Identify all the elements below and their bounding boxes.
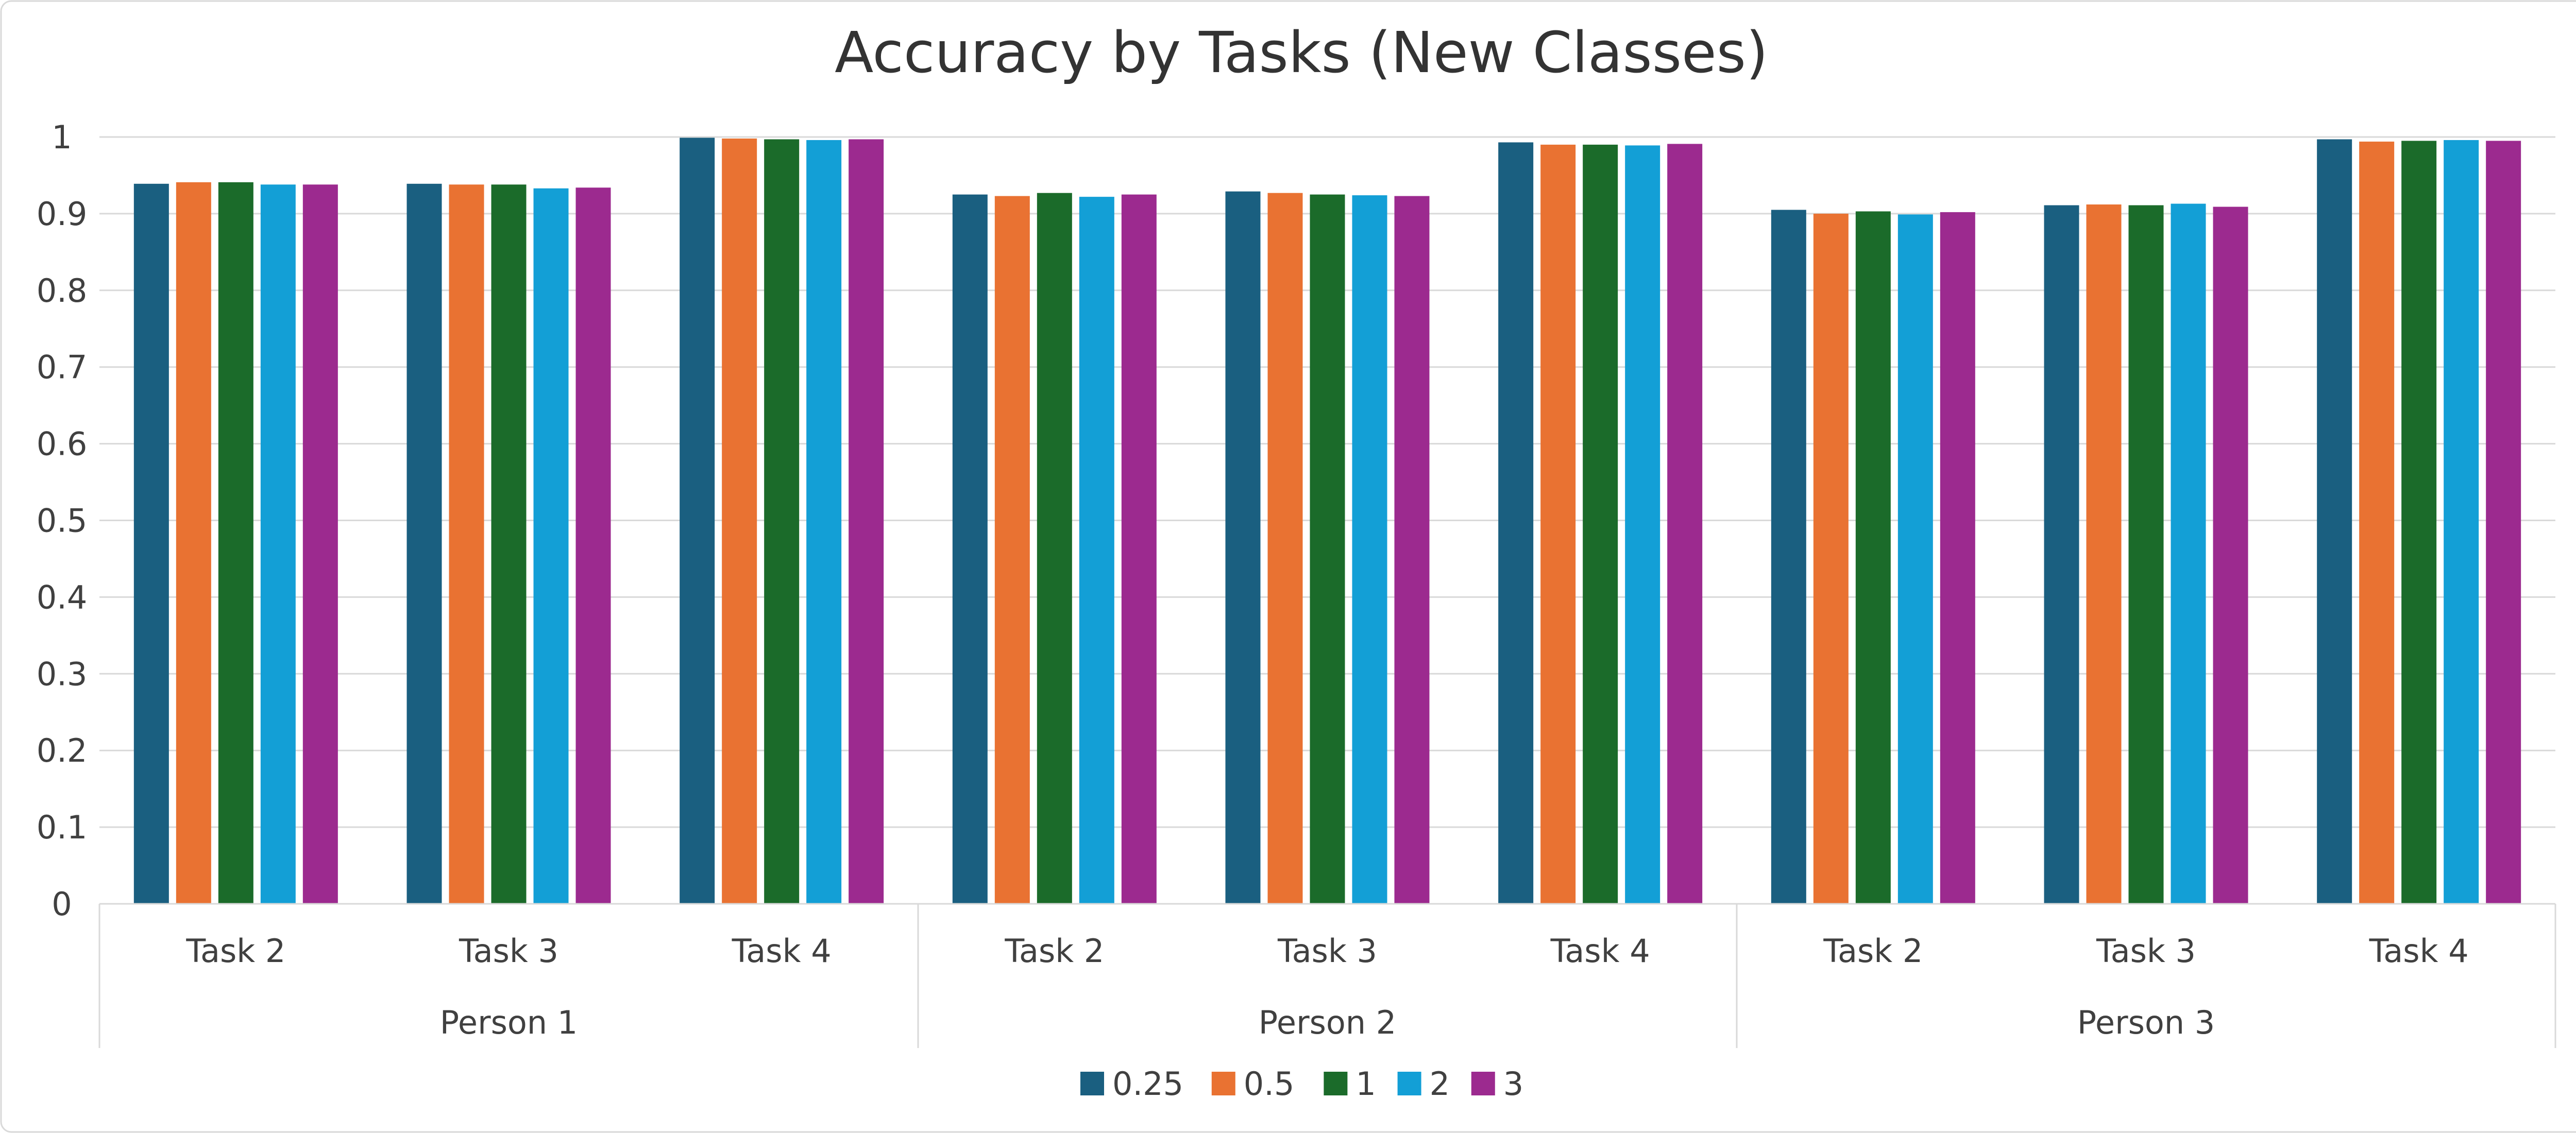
bar — [1583, 144, 1618, 904]
y-tick-label: 0.8 — [37, 272, 88, 310]
y-tick-label: 0.2 — [37, 732, 88, 769]
bar — [575, 187, 611, 904]
bar — [1540, 144, 1576, 904]
bar — [1813, 213, 1849, 904]
legend-label: 2 — [1430, 1065, 1450, 1103]
bar — [722, 138, 757, 904]
y-tick-label: 1 — [52, 118, 72, 156]
legend-swatch — [1471, 1072, 1495, 1095]
bar — [2359, 141, 2395, 904]
bar — [1667, 144, 1703, 904]
y-tick-label: 0.4 — [37, 578, 88, 616]
bar — [2213, 207, 2248, 904]
bar — [806, 140, 842, 904]
bar — [2444, 140, 2479, 904]
bar — [952, 194, 988, 904]
y-tick-label: 0.1 — [37, 809, 88, 846]
bar — [849, 139, 884, 904]
bar — [1225, 191, 1261, 904]
x-tick-label: Task 4 — [2369, 932, 2469, 970]
group-label: Person 3 — [2077, 1004, 2215, 1041]
bar — [1897, 214, 1933, 904]
bar — [491, 184, 527, 904]
bar — [680, 138, 715, 904]
bar — [176, 182, 211, 904]
bar — [2086, 204, 2122, 904]
axes: 0 0.1 0.2 0.3 0.4 0.5 0.6 0.7 0.8 0.9 1 Task 2 Task … — [37, 118, 2556, 1048]
x-tick-label: Task 2 — [1823, 932, 1923, 970]
legend-label: 0.25 — [1112, 1065, 1183, 1103]
bar — [1625, 145, 1660, 904]
legend-swatch — [1397, 1072, 1421, 1095]
bar — [2171, 203, 2206, 904]
y-tick-label: 0.9 — [37, 195, 88, 233]
bar — [2401, 141, 2437, 904]
bar — [1394, 196, 1430, 904]
bar — [2128, 205, 2164, 904]
bar — [994, 196, 1030, 904]
legend-label: 1 — [1355, 1065, 1376, 1103]
y-tick-label: 0.3 — [37, 655, 88, 693]
bar — [302, 184, 338, 904]
bar — [1267, 193, 1303, 904]
bar — [1940, 212, 1975, 904]
bar — [1771, 210, 1806, 904]
bar — [764, 139, 800, 904]
x-tick-label: Task 2 — [185, 932, 285, 970]
bar — [1121, 194, 1157, 904]
bar — [260, 184, 296, 904]
bar — [1498, 142, 1534, 904]
bar — [2317, 139, 2352, 904]
bar — [1079, 197, 1114, 904]
bar — [1310, 194, 1345, 904]
y-tick-label: 0.6 — [37, 425, 88, 463]
x-tick-label: Task 4 — [732, 932, 832, 970]
y-tick-label: 0.5 — [37, 502, 88, 540]
bar — [449, 184, 484, 904]
x-tick-label: Task 3 — [1277, 932, 1377, 970]
bar — [133, 183, 169, 904]
legend: 0.25 0.5 1 2 3 — [1080, 1065, 1523, 1103]
x-tick-label: Task 3 — [2096, 932, 2196, 970]
x-tick-label: Task 2 — [1004, 932, 1104, 970]
bar — [218, 182, 253, 904]
bar — [2486, 141, 2521, 904]
bar — [533, 188, 569, 904]
bar — [1037, 193, 1072, 904]
group-label: Person 1 — [440, 1004, 578, 1041]
bar — [1855, 211, 1891, 904]
chart-title: Accuracy by Tasks (New Classes) — [835, 20, 1768, 85]
x-tick-label: Task 4 — [1550, 932, 1650, 970]
y-tick-label: 0.7 — [37, 349, 88, 386]
bars — [133, 138, 2521, 904]
legend-swatch — [1211, 1072, 1235, 1095]
group-label: Person 2 — [1259, 1004, 1397, 1041]
bar — [1352, 195, 1387, 904]
bar — [406, 183, 442, 904]
bar — [2044, 205, 2079, 904]
x-tick-label: Task 3 — [459, 932, 558, 970]
legend-swatch — [1080, 1072, 1104, 1095]
legend-label: 0.5 — [1244, 1065, 1295, 1103]
legend-swatch — [1324, 1072, 1348, 1095]
legend-label: 3 — [1503, 1065, 1523, 1103]
y-tick-label: 0 — [52, 885, 72, 923]
